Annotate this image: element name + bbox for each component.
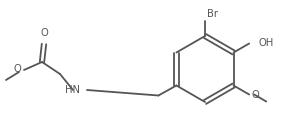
- Text: HN: HN: [65, 85, 80, 95]
- Text: Br: Br: [207, 9, 218, 19]
- Text: O: O: [40, 28, 48, 38]
- Text: O: O: [13, 64, 21, 74]
- Text: OH: OH: [258, 38, 273, 48]
- Text: O: O: [251, 89, 259, 99]
